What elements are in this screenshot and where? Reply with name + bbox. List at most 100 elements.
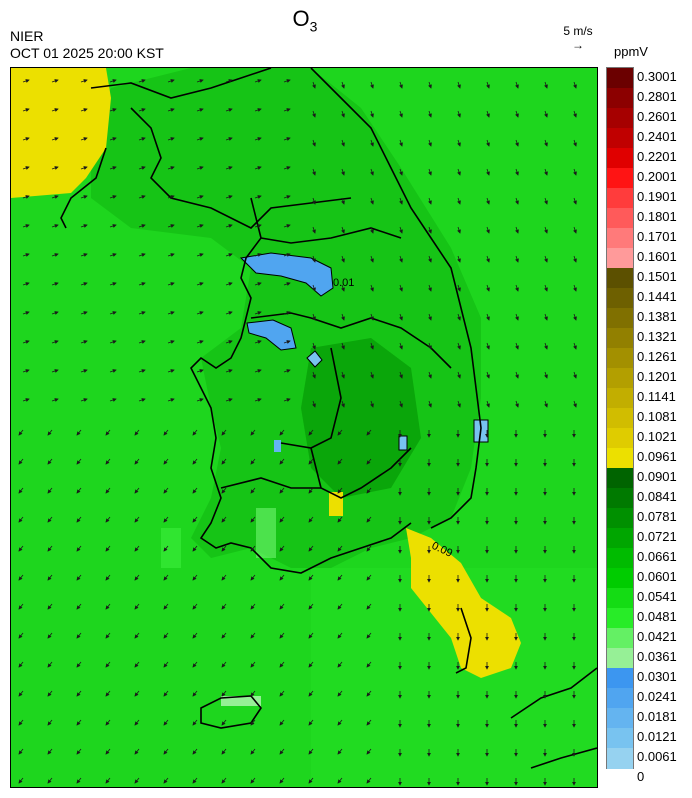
wind-arrow	[250, 661, 256, 668]
wind-arrow	[515, 139, 519, 147]
wind-arrow	[283, 311, 291, 315]
wind-arrow	[76, 574, 82, 581]
wind-arrow	[47, 516, 53, 523]
wind-arrow	[312, 313, 316, 321]
wind-arrow	[109, 340, 117, 344]
wind-arrow	[341, 81, 345, 89]
wind-arrow	[76, 661, 82, 668]
wind-arrow	[22, 79, 30, 83]
wind-arrow	[163, 748, 169, 755]
wind-arrow	[573, 139, 577, 147]
wind-arrow	[105, 516, 111, 523]
wind-arrow	[341, 110, 345, 118]
wind-arrow	[80, 79, 88, 83]
wind-arrow	[192, 487, 198, 494]
legend-swatch	[607, 588, 633, 609]
wind-arrow	[80, 166, 88, 170]
wind-arrow	[225, 253, 233, 257]
wind-arrow	[105, 748, 111, 755]
wind-arrow	[47, 719, 53, 726]
wind-arrow	[428, 371, 432, 379]
wind-arrow	[486, 81, 490, 89]
wind-arrow	[196, 311, 204, 315]
legend-label: 0.0241	[637, 689, 677, 704]
wind-arrow	[250, 632, 256, 639]
wind-arrow	[428, 313, 432, 321]
wind-arrow	[22, 166, 30, 170]
wind-arrow	[134, 690, 140, 697]
wind-arrow	[399, 284, 403, 292]
wind-arrow	[196, 79, 204, 83]
ozone-map: 0.09 0.01	[10, 67, 598, 788]
legend-label: 0.1381	[637, 309, 677, 324]
wind-arrow	[22, 253, 30, 257]
wind-arrow	[312, 139, 316, 147]
legend-swatch	[607, 528, 633, 549]
legend-label: 0.0541	[637, 589, 677, 604]
wind-arrow	[18, 661, 24, 668]
wind-arrow	[134, 777, 140, 784]
map-title: O3	[292, 6, 318, 35]
wind-arrow	[163, 632, 169, 639]
wind-arrow	[18, 574, 24, 581]
legend-swatch	[607, 488, 633, 509]
legend-label: 0.1321	[637, 329, 677, 344]
wind-arrow	[341, 197, 345, 205]
legend-swatch	[607, 468, 633, 489]
wind-arrow	[167, 340, 175, 344]
wind-arrow	[337, 603, 343, 610]
wind-arrow	[109, 282, 117, 286]
wind-arrow	[134, 603, 140, 610]
wind-arrow	[138, 79, 146, 83]
legend-label: 0.0661	[637, 549, 677, 564]
wind-arrow	[341, 226, 345, 234]
wind-arrow	[51, 79, 59, 83]
wind-arrow	[196, 253, 204, 257]
wind-arrow	[80, 108, 88, 112]
wind-arrow	[250, 429, 256, 436]
wind-arrow	[47, 603, 53, 610]
wind-arrow	[221, 777, 227, 784]
legend-swatch	[607, 248, 633, 269]
legend-label: 0.2601	[637, 109, 677, 124]
wind-arrow	[308, 748, 314, 755]
wind-arrow	[138, 108, 146, 112]
wind-arrow	[544, 139, 548, 147]
wind-arrow	[109, 369, 117, 373]
legend-swatch	[607, 448, 633, 469]
legend-label: 0.1901	[637, 189, 677, 204]
wind-arrow	[486, 284, 490, 292]
wind-arrow	[254, 282, 262, 286]
legend-label: 0.0121	[637, 729, 677, 744]
wind-arrow	[366, 661, 372, 668]
wind-arrow	[76, 690, 82, 697]
color-legend-labels: 0.3001 0.2801 0.2601 0.2401 0.2201 0.2001 0.19…	[637, 67, 692, 787]
wind-arrow	[47, 777, 53, 784]
wind-arrow	[457, 255, 461, 263]
wind-arrow	[457, 342, 461, 350]
wind-arrow	[428, 226, 432, 234]
wind-arrow	[134, 458, 140, 465]
wind-arrow	[370, 342, 374, 350]
wind-arrow	[366, 545, 372, 552]
wind-arrow	[76, 777, 82, 784]
wind-arrow	[51, 340, 59, 344]
wind-arrow	[399, 342, 403, 350]
wind-arrow	[515, 400, 519, 408]
wind-arrow	[337, 632, 343, 639]
wind-arrow	[80, 195, 88, 199]
wind-arrow	[134, 574, 140, 581]
wind-arrow	[337, 690, 343, 697]
wind-arrow	[18, 719, 24, 726]
legend-label: 0.2401	[637, 129, 677, 144]
wind-arrow	[163, 777, 169, 784]
wind-arrow	[167, 79, 175, 83]
wind-arrow	[370, 284, 374, 292]
wind-arrow	[18, 603, 24, 610]
wind-arrow	[399, 81, 403, 89]
wind-arrow	[105, 487, 111, 494]
legend-label: 0.0361	[637, 649, 677, 664]
wind-arrow	[167, 369, 175, 373]
wind-arrow	[312, 371, 316, 379]
legend-label: 0.0181	[637, 709, 677, 724]
